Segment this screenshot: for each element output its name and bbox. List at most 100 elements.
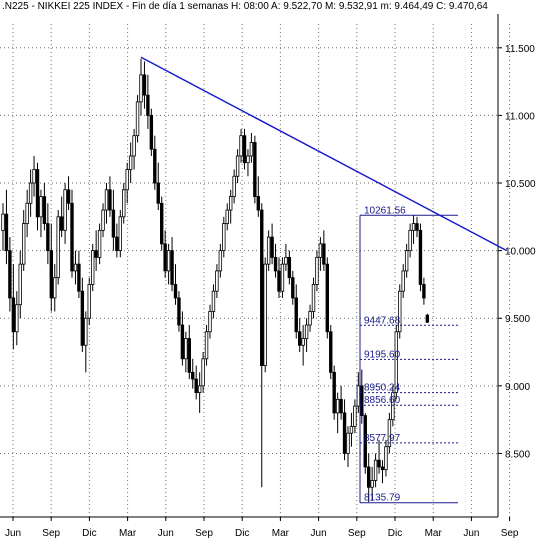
candle-body	[218, 250, 223, 272]
candle-body	[204, 331, 209, 360]
candle-body	[325, 263, 329, 333]
candle-body	[232, 175, 236, 197]
candle-body	[239, 135, 243, 157]
candle-body	[208, 311, 212, 333]
candle-body	[384, 446, 388, 471]
x-axis-ticks: Jun Sep Dic Mar Jun Sep Dic Mar Jun Sep Dic Mar Jun S…	[5, 517, 519, 539]
x-tick-label: Dic	[235, 528, 249, 539]
candle-body	[335, 398, 340, 414]
fib-level-label: 8135.79	[364, 493, 401, 504]
candle-body	[211, 290, 216, 312]
fib-level-label: 8577.97	[364, 433, 401, 444]
candle-body	[377, 459, 381, 468]
x-tick-label: Sep	[195, 528, 213, 539]
candle-body	[277, 270, 281, 292]
candle-body	[156, 182, 160, 204]
candle-body	[159, 202, 164, 245]
y-tick-label: 11.000	[505, 111, 535, 122]
candle-body	[104, 189, 109, 211]
candle-body	[318, 243, 323, 258]
candle-body	[111, 209, 116, 238]
x-tick-label: Jun	[5, 528, 21, 539]
candle-body	[366, 466, 371, 488]
candle-body	[215, 270, 219, 292]
chart-title: .N225 - NIKKEI 225 INDEX - Fin de día 1 …	[2, 1, 488, 12]
candle-body	[28, 182, 33, 204]
candle-body	[273, 256, 278, 272]
candle-body	[363, 415, 367, 468]
candle-body	[280, 263, 285, 292]
candle-body	[73, 263, 78, 272]
candle-body	[222, 223, 226, 252]
candle-body	[46, 223, 50, 252]
candle-body	[35, 169, 40, 218]
x-tick-label: Sep	[42, 528, 60, 539]
candle-body	[294, 297, 298, 333]
candle-body	[125, 169, 129, 191]
trendline-layer	[140, 56, 508, 252]
candle-body	[308, 311, 312, 326]
candle-body	[191, 371, 195, 380]
candle-body	[135, 101, 140, 137]
candle-body	[346, 432, 350, 454]
candle-body	[177, 297, 181, 326]
candle-body	[353, 405, 357, 427]
candle-body	[342, 412, 347, 454]
candle-body	[32, 169, 36, 184]
candle-body	[339, 398, 343, 414]
candle-body	[408, 229, 412, 252]
candle-body	[360, 385, 364, 416]
y-tick-label: 10.000	[505, 247, 536, 258]
candle-body	[53, 277, 57, 299]
candle-body	[401, 270, 405, 292]
candle-body	[108, 189, 112, 211]
candle-body	[256, 196, 260, 211]
x-tick-label: Sep	[501, 528, 519, 539]
candle-body	[118, 216, 122, 252]
candle-body	[380, 466, 385, 471]
candles	[1, 58, 430, 503]
candle-body	[197, 385, 202, 394]
x-tick-label: Jun	[158, 528, 174, 539]
candle-body	[235, 155, 240, 177]
candle-body	[332, 371, 336, 414]
axis-layer	[0, 14, 499, 518]
candle-body	[115, 236, 119, 252]
candle-body	[225, 209, 229, 224]
candle-body	[84, 317, 88, 346]
candle-body	[101, 209, 105, 231]
fib-level-label: 9447.68	[364, 315, 401, 326]
candle-body	[349, 426, 354, 434]
candle-body	[170, 250, 174, 285]
x-tick-label: Mar	[425, 528, 443, 539]
candle-body	[415, 223, 419, 231]
candle-body	[329, 331, 333, 373]
fib-level-label: 10261.56	[364, 205, 406, 216]
candle-body	[25, 202, 29, 224]
candle-body	[18, 263, 22, 306]
candle-body	[56, 216, 60, 279]
candle-body	[70, 202, 74, 272]
y-tick-label: 9.000	[505, 382, 530, 393]
candle-body	[122, 189, 126, 218]
candle-body	[228, 196, 233, 211]
candle-body	[153, 148, 157, 184]
x-tick-label: Mar	[119, 528, 137, 539]
candle-body	[8, 250, 12, 299]
fib-level-label: 8950.24	[364, 383, 401, 394]
candle-body	[163, 243, 167, 272]
candle-body	[132, 135, 136, 157]
candle-body	[411, 223, 416, 231]
candle-body	[63, 189, 67, 231]
candle-body	[59, 216, 64, 231]
candle-body	[356, 385, 361, 407]
candle-body	[184, 338, 188, 360]
candle-body	[322, 243, 326, 265]
candle-body	[270, 236, 274, 258]
candle-body	[260, 209, 264, 366]
candle-body	[398, 290, 402, 333]
candle-body	[91, 250, 95, 285]
candle-body	[1, 213, 5, 231]
